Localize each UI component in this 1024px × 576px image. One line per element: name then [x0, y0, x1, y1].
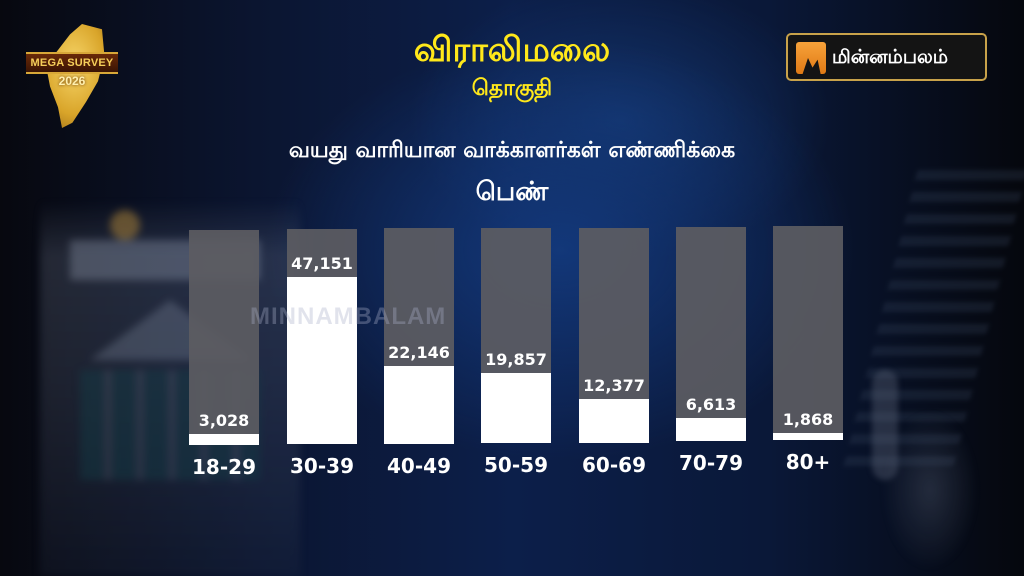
emblem-shape: [110, 210, 140, 240]
bar-fill: [287, 277, 357, 444]
category-label: 30-39: [290, 454, 354, 478]
background-building-image: [40, 200, 300, 576]
bar-value-label: 19,857: [485, 350, 547, 369]
chart-subtitle-gender: பெண்: [475, 177, 549, 207]
background-hand: [860, 370, 1000, 576]
bar-value-label: 12,377: [583, 376, 645, 395]
mega-survey-year: 2026: [58, 74, 86, 88]
brand-name: மின்னம்பலம்: [832, 46, 949, 68]
bar-fill: [384, 366, 454, 444]
bar-value-label: 3,028: [198, 411, 250, 430]
bar-value-label: 1,868: [782, 410, 834, 429]
bar-value-label: 47,151: [291, 254, 353, 273]
bar-fill: [676, 418, 746, 441]
bar-70-79: 6,613: [676, 227, 746, 441]
brand-logo: மின்னம்பலம்: [786, 33, 987, 81]
constituency-title: விராலிமலை: [413, 30, 611, 70]
bar-fill: [773, 433, 843, 440]
bar-50-59: 19,857: [481, 228, 551, 443]
bar-value-label: 22,146: [388, 343, 450, 362]
finger-shape: [872, 370, 898, 480]
bar-18-29: 3,028: [189, 230, 259, 445]
category-label: 80+: [785, 450, 831, 474]
mega-survey-logo: MEGA SURVEY 2026: [22, 20, 122, 130]
bar-value-label: 6,613: [685, 395, 737, 414]
mega-survey-banner: MEGA SURVEY: [26, 52, 118, 74]
constituency-label: தொகுதி: [471, 76, 553, 101]
category-label: 70-79: [679, 451, 743, 475]
bar-80+: 1,868: [773, 226, 843, 440]
category-label: 60-69: [582, 453, 646, 477]
bar-30-39: 47,151: [287, 229, 357, 444]
bar-fill: [481, 373, 551, 443]
bar-fill: [189, 434, 259, 445]
watermark: MINNAMBALAM: [250, 303, 447, 330]
category-label: 18-29: [192, 455, 256, 479]
chart-title: வயது வாரியான வாக்காளர்கள் எண்ணிக்கை: [288, 138, 736, 163]
bar-40-49: 22,146: [384, 228, 454, 444]
bar-60-69: 12,377: [579, 228, 649, 443]
category-label: 50-59: [484, 453, 548, 477]
category-label: 40-49: [387, 454, 451, 478]
bar-fill: [579, 399, 649, 443]
